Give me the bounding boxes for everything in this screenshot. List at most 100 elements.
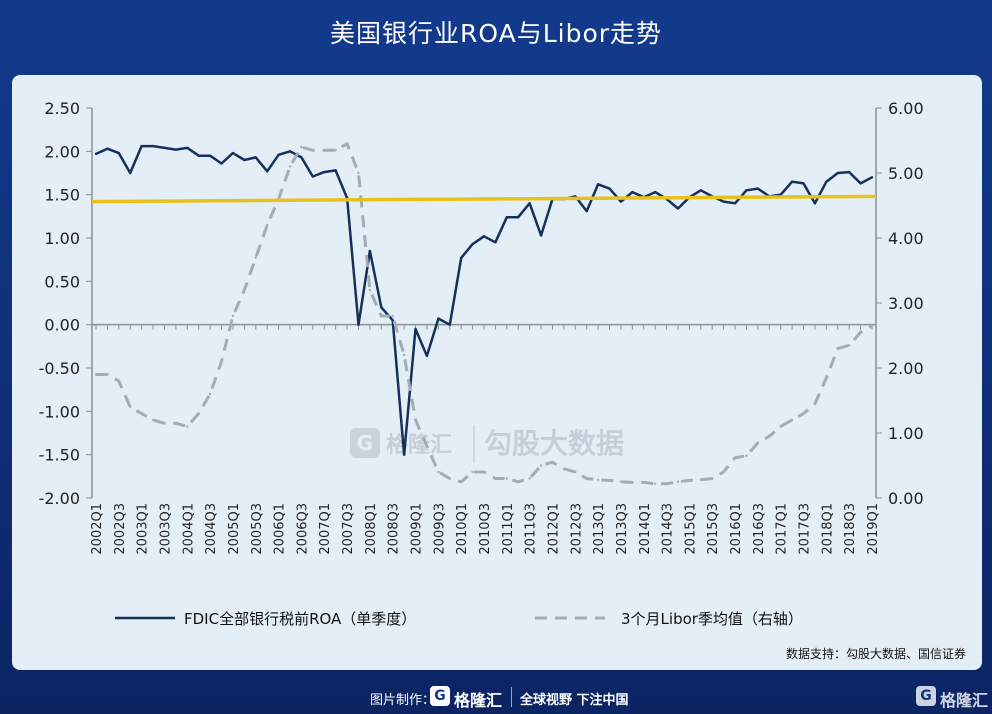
libor-data-point bbox=[608, 479, 611, 482]
x-tick-label: 2009Q1 bbox=[410, 503, 425, 555]
libor-data-point bbox=[265, 223, 269, 227]
x-tick-label: 2011Q3 bbox=[524, 503, 539, 555]
roa-data-point bbox=[676, 207, 680, 210]
roa-data-point bbox=[288, 150, 292, 153]
libor-data-point bbox=[117, 379, 121, 383]
footer-bar: 图片制作： G 格隆汇 全球视野 下注中国 G 格隆汇 bbox=[0, 680, 992, 714]
x-tick-label: 2016Q1 bbox=[729, 503, 744, 555]
watermark-logo-glyph: G bbox=[357, 431, 373, 455]
libor-data-point bbox=[186, 425, 189, 428]
y-right-tick-label: 1.00 bbox=[888, 424, 924, 443]
roa-data-point bbox=[300, 156, 303, 159]
libor-data-point bbox=[174, 422, 178, 425]
libor-data-point bbox=[106, 373, 109, 376]
libor-data-point bbox=[151, 418, 155, 422]
roa-data-point bbox=[254, 156, 257, 159]
libor-data-point bbox=[539, 464, 543, 467]
roa-data-point bbox=[517, 216, 520, 219]
x-tick-label: 2007Q3 bbox=[341, 503, 356, 555]
x-tick-label: 2011Q1 bbox=[501, 503, 516, 555]
x-tick-label: 2003Q1 bbox=[136, 503, 151, 555]
libor-data-point bbox=[448, 477, 451, 480]
roa-data-point bbox=[870, 176, 874, 179]
libor-data-point bbox=[231, 314, 235, 318]
roa-data-point bbox=[186, 146, 189, 150]
source-note: 数据支持：勾股大数据、国信证券 bbox=[785, 647, 966, 661]
libor-data-point bbox=[345, 142, 349, 145]
footer-divider bbox=[511, 687, 512, 707]
libor-data-point bbox=[471, 470, 474, 474]
libor-data-point bbox=[254, 256, 257, 259]
y-left-tick-label: 2.50 bbox=[44, 99, 80, 118]
roa-data-point bbox=[231, 151, 235, 155]
libor-data-point bbox=[836, 347, 839, 350]
roa-data-point bbox=[528, 202, 531, 205]
reference-line bbox=[91, 194, 877, 204]
roa-data-point bbox=[699, 189, 703, 192]
libor-data-point bbox=[790, 418, 794, 422]
roa-data-point bbox=[94, 152, 98, 156]
libor-data-point bbox=[494, 477, 497, 480]
legend: FDIC全部银行税前ROA（单季度） 3个月Libor季均值（右轴） bbox=[115, 610, 803, 628]
page-title: 美国银行业ROA与Libor走势 bbox=[329, 19, 663, 48]
roa-data-point bbox=[585, 209, 588, 213]
chart-card: G 格隆汇 勾股大数据 -2.00 -1.50 -1.00 -0.50 0.00 0.50… bbox=[12, 75, 982, 670]
watermark-text: 勾股大数据 bbox=[484, 427, 624, 460]
libor-data-point bbox=[551, 461, 554, 464]
libor-data-point bbox=[768, 435, 771, 438]
x-tick-label: 2012Q3 bbox=[569, 503, 584, 555]
libor-data-point bbox=[243, 288, 246, 292]
x-tick-label: 2008Q1 bbox=[364, 503, 379, 555]
roa-data-point bbox=[733, 202, 737, 205]
watermark-logo-icon bbox=[350, 428, 380, 458]
y-left-tick-label: 2.00 bbox=[44, 142, 80, 161]
roa-data-point bbox=[277, 153, 280, 156]
y-right-tick-label: 4.00 bbox=[888, 229, 924, 248]
roa-data-point bbox=[448, 323, 451, 326]
x-tick-label: 2010Q1 bbox=[455, 503, 470, 555]
libor-data-point bbox=[129, 405, 132, 409]
corner-logo-icon: G bbox=[916, 686, 936, 706]
x-tick-label: 2005Q1 bbox=[227, 503, 242, 555]
roa-data-point bbox=[745, 189, 748, 192]
y-right-tick-label: 3.00 bbox=[888, 294, 924, 313]
roa-data-point bbox=[243, 158, 246, 162]
roa-data-point bbox=[391, 319, 394, 322]
libor-data-point bbox=[323, 149, 326, 152]
libor-data-point bbox=[368, 288, 372, 292]
x-tick-label: 2019Q1 bbox=[866, 503, 881, 555]
roa-data-point bbox=[790, 180, 794, 183]
libor-data-point bbox=[505, 477, 509, 480]
libor-data-point bbox=[300, 145, 303, 149]
libor-data-point bbox=[425, 444, 429, 448]
roa-data-point bbox=[596, 183, 600, 186]
y-left-tick-label: -0.50 bbox=[39, 359, 80, 378]
credit-label: 图片制作： bbox=[370, 693, 436, 708]
x-tick-label: 2007Q1 bbox=[318, 503, 333, 555]
x-tick-label: 2002Q1 bbox=[90, 503, 105, 555]
roa-data-point bbox=[631, 190, 634, 194]
x-tick-label: 2005Q3 bbox=[250, 503, 265, 555]
x-tick-label: 2004Q1 bbox=[181, 503, 196, 555]
y-left-tick-label: -2.00 bbox=[39, 489, 80, 508]
y-right-tick-label: 5.00 bbox=[888, 164, 924, 183]
libor-data-point bbox=[517, 480, 520, 483]
watermark: G 格隆汇 勾股大数据 bbox=[350, 425, 624, 463]
roa-libor-chart: G 格隆汇 勾股大数据 -2.00 -1.50 -1.00 -0.50 0.00 0.50… bbox=[39, 99, 924, 628]
x-tick-label: 2006Q3 bbox=[295, 503, 310, 555]
libor-data-point bbox=[459, 480, 463, 483]
libor-data-point bbox=[722, 470, 725, 474]
x-tick-label: 2010Q3 bbox=[478, 503, 493, 555]
x-tick-label: 2017Q3 bbox=[798, 503, 813, 555]
libor-data-point bbox=[745, 454, 748, 457]
libor-data-point bbox=[482, 470, 486, 474]
libor-data-point bbox=[391, 314, 394, 318]
x-tick-label: 2018Q3 bbox=[843, 503, 858, 555]
roa-data-point bbox=[722, 200, 725, 203]
roa-data-point bbox=[380, 306, 383, 309]
x-tick-label: 2012Q1 bbox=[546, 503, 561, 555]
libor-data-point bbox=[140, 412, 143, 415]
roa-data-point bbox=[425, 354, 429, 358]
roa-data-point bbox=[756, 187, 760, 190]
libor-data-point bbox=[653, 482, 657, 485]
